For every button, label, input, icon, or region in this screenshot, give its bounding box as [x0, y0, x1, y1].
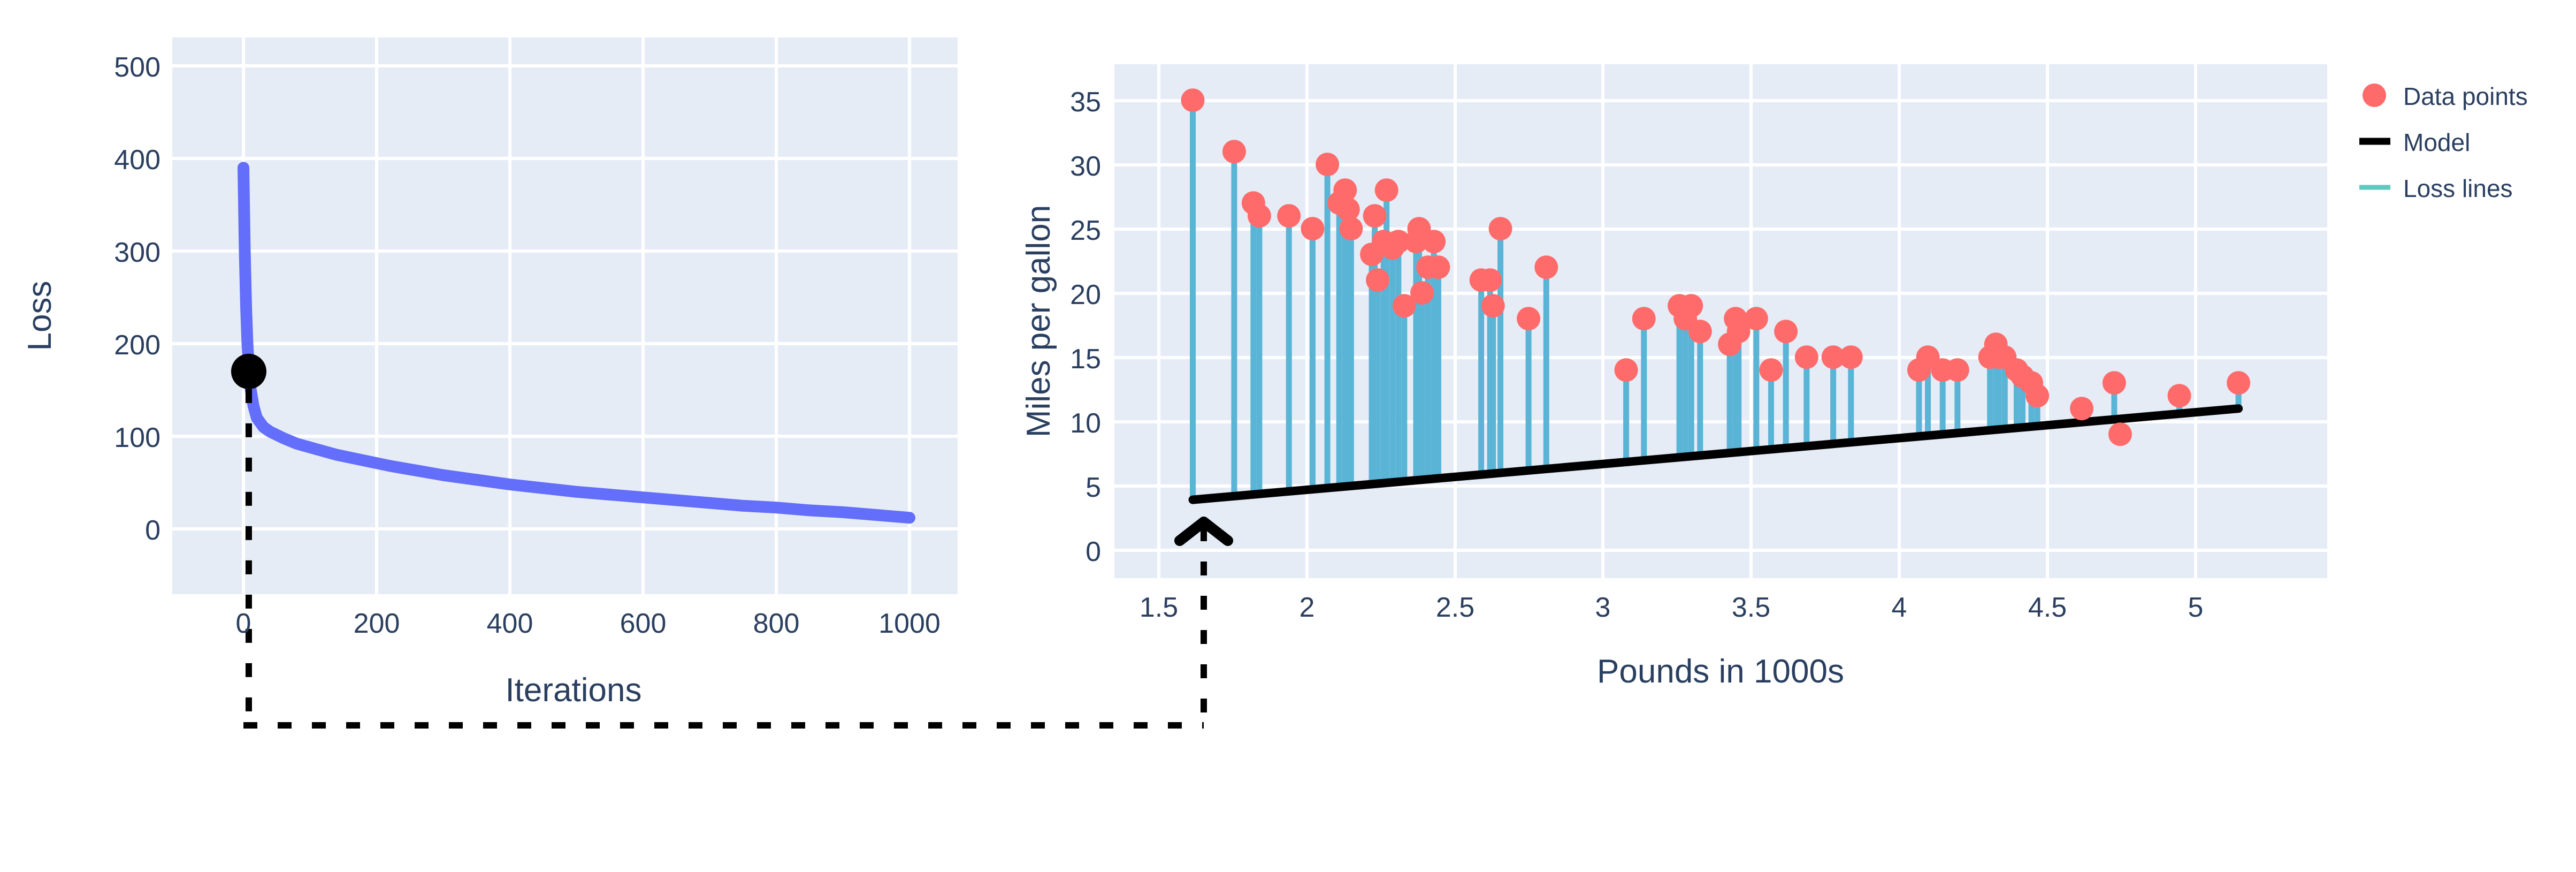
- data-point[interactable]: [1517, 307, 1541, 331]
- loss-y-tick-300: 300: [114, 237, 160, 268]
- loss-y-axis-title: Loss: [21, 281, 58, 351]
- data-point[interactable]: [1821, 345, 1845, 369]
- data-point[interactable]: [1363, 204, 1387, 228]
- legend-label-model[interactable]: Model: [2403, 128, 2470, 156]
- scatter-x-tick-3-5: 3.5: [1732, 592, 1770, 623]
- model-regression-line: [1188, 404, 2243, 504]
- scatter-x-axis-title: Pounds in 1000s: [1597, 653, 1844, 690]
- data-point[interactable]: [1374, 178, 1398, 202]
- data-point[interactable]: [1534, 255, 1558, 279]
- callout-arrow-icon: [1174, 517, 1233, 546]
- loss-x-tick-400: 400: [487, 608, 533, 639]
- data-point[interactable]: [1410, 281, 1434, 305]
- data-point[interactable]: [1679, 294, 1703, 318]
- data-point[interactable]: [1794, 345, 1818, 369]
- loss-y-tick-200: 200: [114, 330, 160, 361]
- data-point[interactable]: [1422, 230, 1446, 254]
- data-point[interactable]: [1481, 294, 1505, 318]
- loss-y-tick-0: 0: [145, 515, 160, 546]
- data-point[interactable]: [2108, 422, 2132, 446]
- scatter-y-tick-5: 5: [1086, 472, 1101, 503]
- data-point[interactable]: [1181, 88, 1205, 112]
- loss-x-tick-600: 600: [620, 608, 667, 639]
- data-point[interactable]: [1277, 204, 1301, 228]
- data-point[interactable]: [1339, 217, 1363, 241]
- legend-label-data-points[interactable]: Data points: [2403, 82, 2528, 110]
- current-iteration-marker[interactable]: [231, 353, 266, 389]
- scatter-y-tick-15: 15: [1070, 344, 1101, 375]
- data-point[interactable]: [1333, 178, 1357, 202]
- scatter-plot-background: [1114, 64, 2327, 578]
- data-point[interactable]: [1316, 153, 1340, 177]
- scatter-x-tick-1-5: 1.5: [1140, 592, 1178, 623]
- loss-y-tick-100: 100: [114, 422, 160, 453]
- loss-curve-panel: 0 100 200 300 400 500 0 200 400 600 800 …: [21, 37, 958, 725]
- scatter-y-tick-35: 35: [1070, 87, 1101, 118]
- legend-marker-data-points-icon: [2363, 84, 2386, 107]
- scatter-x-tick-4-5: 4.5: [2028, 592, 2067, 623]
- scatter-x-tick-4: 4: [1892, 592, 1907, 623]
- data-point[interactable]: [1744, 307, 1768, 331]
- data-point[interactable]: [1774, 320, 1798, 344]
- scatter-x-tick-2-5: 2.5: [1436, 592, 1474, 623]
- data-point[interactable]: [1478, 268, 1502, 292]
- scatter-x-tick-3: 3: [1595, 592, 1611, 623]
- data-point[interactable]: [2070, 397, 2094, 421]
- data-point[interactable]: [1726, 320, 1751, 344]
- data-point[interactable]: [1688, 320, 1712, 344]
- data-point[interactable]: [1392, 294, 1416, 318]
- loss-x-tick-200: 200: [354, 608, 400, 639]
- legend-label-loss-lines[interactable]: Loss lines: [2403, 175, 2513, 202]
- loss-x-axis-title: Iterations: [505, 672, 641, 709]
- loss-plot-background: [172, 37, 958, 594]
- data-point[interactable]: [1488, 217, 1512, 241]
- data-point[interactable]: [2102, 371, 2126, 395]
- chart-legend: Data points Model Loss lines: [2359, 82, 2528, 202]
- scatter-y-axis-title: Miles per gallon: [1020, 205, 1057, 437]
- data-point[interactable]: [2227, 371, 2251, 395]
- scatter-x-tick-2: 2: [1300, 592, 1315, 623]
- data-point[interactable]: [1247, 204, 1271, 228]
- loss-x-tick-800: 800: [753, 608, 800, 639]
- data-point[interactable]: [1632, 307, 1656, 331]
- loss-x-tick-0: 0: [236, 608, 251, 639]
- data-point[interactable]: [2167, 384, 2191, 408]
- data-points-group: [1181, 88, 2251, 446]
- callout-connector: [243, 527, 1207, 729]
- scatter-y-tick-25: 25: [1070, 215, 1101, 246]
- data-point[interactable]: [1222, 140, 1246, 164]
- scatter-y-tick-20: 20: [1070, 279, 1101, 310]
- data-point[interactable]: [1945, 358, 1969, 382]
- scatter-y-tick-30: 30: [1070, 151, 1101, 182]
- data-point[interactable]: [1386, 230, 1410, 254]
- data-point[interactable]: [1366, 268, 1390, 292]
- data-point[interactable]: [2025, 384, 2050, 408]
- model-fit-panel: 0 5 10 15 20 25 30 35 1.5 2 2.5 3 3.5 4 …: [1020, 64, 2327, 690]
- scatter-y-tick-0: 0: [1086, 536, 1101, 567]
- loss-y-tick-500: 500: [114, 52, 160, 83]
- scatter-y-tick-10: 10: [1070, 408, 1101, 439]
- loss-grid-horizontal: [172, 64, 958, 530]
- data-point[interactable]: [1301, 217, 1325, 241]
- data-point[interactable]: [1839, 345, 1863, 369]
- data-point[interactable]: [1336, 198, 1360, 222]
- loss-x-tick-1000: 1000: [878, 608, 941, 639]
- data-point[interactable]: [1759, 358, 1783, 382]
- scatter-x-tick-5: 5: [2188, 592, 2204, 623]
- data-point[interactable]: [1614, 358, 1638, 382]
- loss-y-tick-400: 400: [114, 145, 160, 176]
- data-point[interactable]: [1426, 255, 1450, 279]
